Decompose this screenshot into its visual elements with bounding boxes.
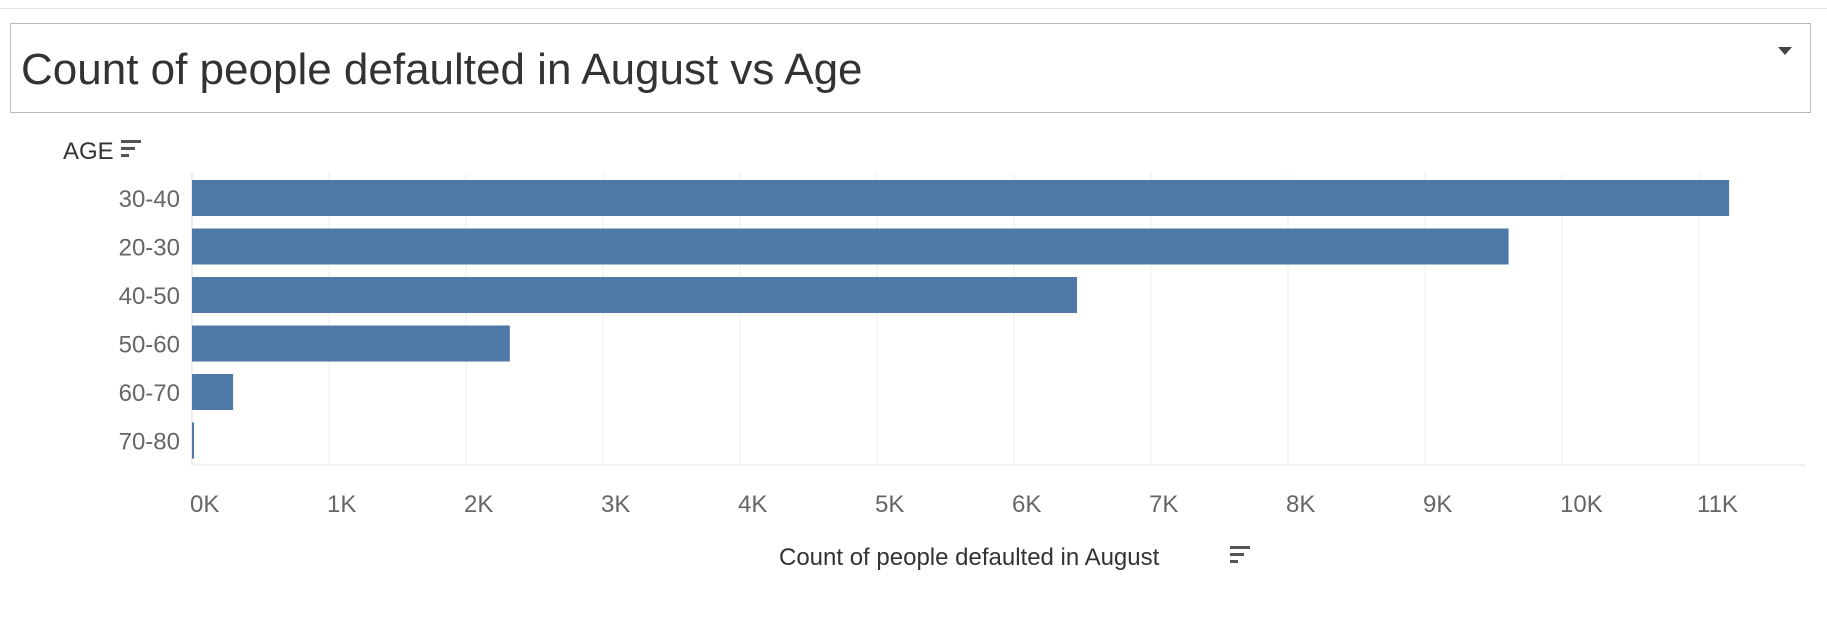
chevron-down-icon[interactable] bbox=[1778, 47, 1792, 55]
sort-icon[interactable] bbox=[1230, 546, 1252, 566]
bar-50-60[interactable] bbox=[192, 325, 510, 362]
x-tick-label: 4K bbox=[738, 491, 767, 518]
y-category-label: 20-30 bbox=[119, 235, 180, 262]
x-tick-label: 1K bbox=[327, 491, 356, 518]
top-divider bbox=[0, 8, 1827, 9]
y-category-label: 30-40 bbox=[119, 186, 180, 213]
bar-20-30[interactable] bbox=[192, 228, 1509, 265]
bar-70-80[interactable] bbox=[192, 422, 195, 459]
y-category-label: 60-70 bbox=[119, 380, 180, 407]
x-tick-label: 10K bbox=[1560, 491, 1603, 518]
bar-60-70[interactable] bbox=[192, 374, 234, 410]
x-tick-label: 11K bbox=[1697, 491, 1738, 518]
x-tick-label: 0K bbox=[190, 491, 219, 518]
x-tick-label: 5K bbox=[875, 491, 904, 518]
x-tick-label: 8K bbox=[1286, 491, 1315, 518]
x-tick-label: 9K bbox=[1423, 491, 1452, 518]
x-tick-label: 2K bbox=[464, 491, 493, 518]
x-tick-label: 6K bbox=[1012, 491, 1041, 518]
chart-title: Count of people defaulted in August vs A… bbox=[21, 45, 863, 94]
x-tick-label: 7K bbox=[1149, 491, 1178, 518]
y-category-label: 50-60 bbox=[119, 332, 180, 359]
bar-40-50[interactable] bbox=[192, 277, 1078, 313]
y-category-label: 70-80 bbox=[119, 429, 180, 456]
y-category-label: 40-50 bbox=[119, 283, 180, 310]
bar-30-40[interactable] bbox=[192, 180, 1730, 216]
x-axis-title: Count of people defaulted in August bbox=[779, 544, 1160, 571]
x-tick-label: 3K bbox=[601, 491, 630, 518]
sort-icon[interactable] bbox=[121, 140, 143, 160]
title-box: Count of people defaulted in August vs A… bbox=[10, 23, 1811, 113]
y-axis-title: AGE bbox=[63, 138, 114, 165]
